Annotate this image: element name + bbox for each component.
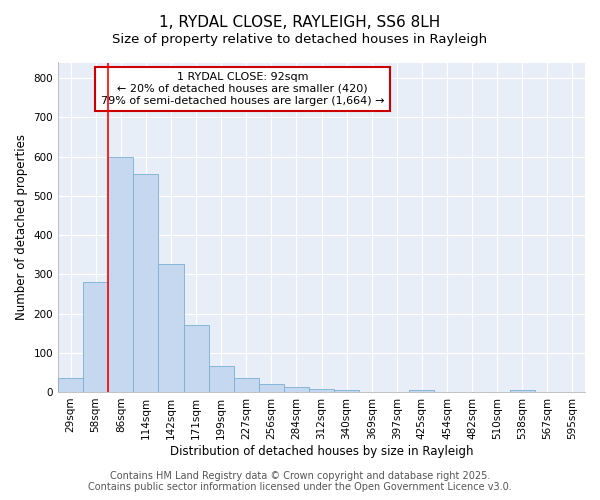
Bar <box>259 384 284 392</box>
Bar <box>334 390 359 392</box>
Bar <box>510 390 535 392</box>
Bar <box>209 366 233 392</box>
Y-axis label: Number of detached properties: Number of detached properties <box>15 134 28 320</box>
Bar <box>58 378 83 392</box>
Bar <box>133 174 158 392</box>
Bar <box>83 282 108 392</box>
Bar <box>108 156 133 392</box>
Text: Size of property relative to detached houses in Rayleigh: Size of property relative to detached ho… <box>112 32 488 46</box>
Bar <box>284 388 309 392</box>
Text: Contains HM Land Registry data © Crown copyright and database right 2025.
Contai: Contains HM Land Registry data © Crown c… <box>88 471 512 492</box>
Bar <box>409 390 434 392</box>
Bar <box>184 326 209 392</box>
Bar <box>158 264 184 392</box>
X-axis label: Distribution of detached houses by size in Rayleigh: Distribution of detached houses by size … <box>170 444 473 458</box>
Text: 1 RYDAL CLOSE: 92sqm
← 20% of detached houses are smaller (420)
79% of semi-deta: 1 RYDAL CLOSE: 92sqm ← 20% of detached h… <box>101 72 384 106</box>
Bar <box>309 389 334 392</box>
Text: 1, RYDAL CLOSE, RAYLEIGH, SS6 8LH: 1, RYDAL CLOSE, RAYLEIGH, SS6 8LH <box>160 15 440 30</box>
Bar <box>233 378 259 392</box>
